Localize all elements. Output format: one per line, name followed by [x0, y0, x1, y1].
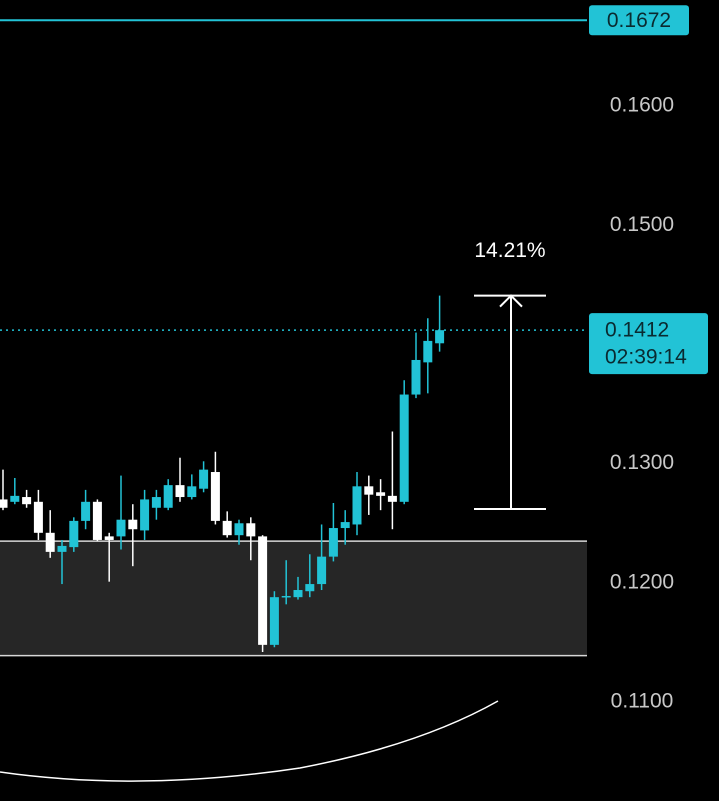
- candle-body: [128, 519, 138, 530]
- candle-body: [187, 486, 197, 498]
- candle-body: [340, 522, 350, 529]
- candle-body: [10, 495, 20, 502]
- candle-body: [57, 545, 67, 552]
- y-tick-label: 0.1200: [610, 570, 674, 593]
- candle-body: [269, 597, 279, 645]
- candle-body: [33, 501, 43, 533]
- candle-body: [317, 556, 327, 585]
- candle-body: [293, 590, 303, 598]
- candle-body: [281, 595, 291, 598]
- last-price-label: 0.1412: [605, 319, 669, 342]
- candle-body: [258, 536, 268, 645]
- price-label: 0.1672: [607, 9, 671, 32]
- candle-body: [305, 584, 315, 592]
- candle-body: [222, 520, 232, 536]
- candle-body: [140, 499, 150, 531]
- zone: [0, 541, 587, 656]
- candle-body: [376, 492, 386, 496]
- last-price-box: [589, 313, 708, 375]
- y-tick-label: 0.1500: [610, 213, 674, 236]
- candle-body: [352, 486, 362, 525]
- candle-body: [151, 497, 161, 508]
- candle-body: [175, 485, 185, 498]
- candle-body: [423, 340, 433, 363]
- candle-body: [328, 528, 338, 557]
- candle-body: [210, 472, 220, 521]
- curve-drawing: [0, 700, 499, 782]
- candle-body: [387, 495, 397, 502]
- candle-body: [69, 520, 79, 548]
- candle-body: [199, 469, 209, 489]
- countdown: 02:39:14: [605, 346, 687, 369]
- candle-body: [411, 359, 421, 395]
- y-tick-label: 0.1600: [610, 94, 674, 117]
- measure-arrowhead: [499, 294, 523, 308]
- measure-label: 14.21%: [474, 239, 545, 262]
- candle-body: [163, 485, 173, 508]
- candle-body: [364, 486, 374, 495]
- candle-body: [104, 536, 114, 540]
- price-label-box: [589, 5, 689, 36]
- candle-body: [246, 523, 256, 537]
- candle-body: [92, 501, 102, 540]
- candle-body: [81, 501, 91, 521]
- y-tick-label: 0.1100: [611, 690, 674, 713]
- y-tick-label: 0.1300: [610, 451, 674, 474]
- candle-body: [399, 394, 409, 502]
- candle-body: [116, 519, 126, 537]
- candle-body: [22, 497, 32, 505]
- candle-body: [435, 330, 445, 344]
- candle-body: [0, 499, 8, 508]
- candle-body: [45, 532, 55, 552]
- candle-body: [234, 523, 244, 536]
